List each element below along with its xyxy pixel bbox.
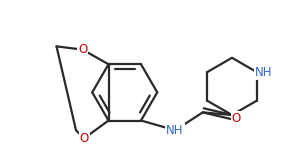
Text: NH: NH (255, 66, 273, 79)
Text: NH: NH (166, 124, 184, 137)
Text: O: O (232, 112, 241, 125)
Text: O: O (78, 43, 87, 56)
Text: O: O (80, 132, 89, 145)
